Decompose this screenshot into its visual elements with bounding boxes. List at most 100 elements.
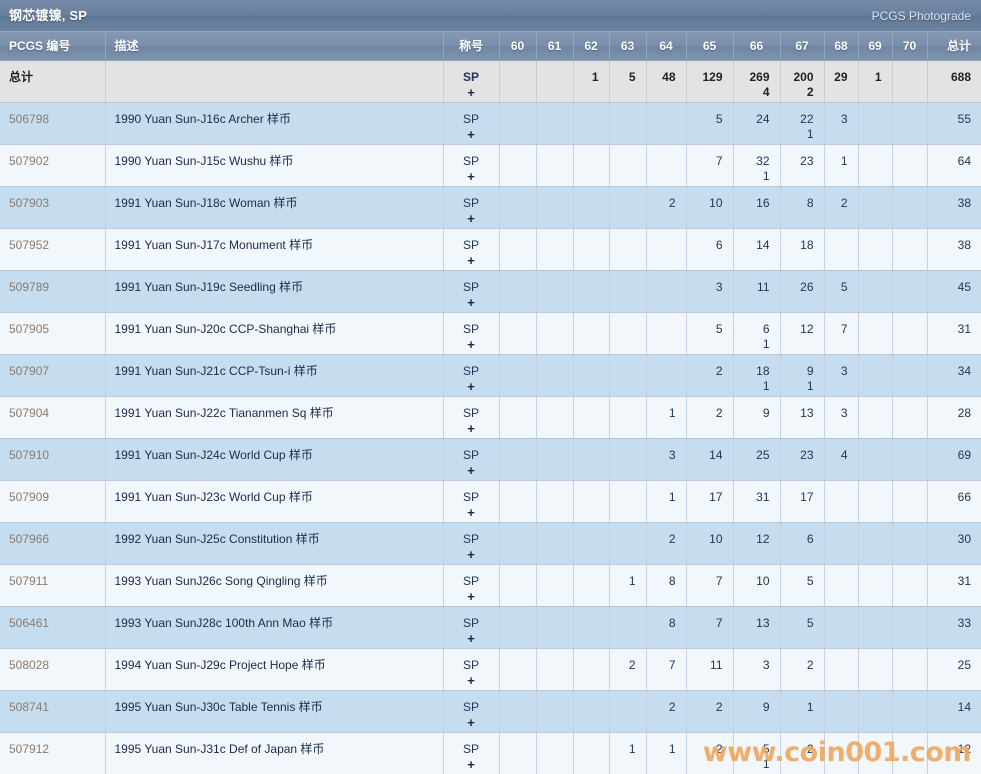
grade-g63-cell-plus-value <box>610 463 636 478</box>
grade-g70-cell <box>892 690 928 733</box>
pcgs-number-link[interactable]: 506798 <box>9 112 50 126</box>
pcgs-number-link[interactable]: 508028 <box>9 658 50 672</box>
pcgs-number-link[interactable]: 507911 <box>9 574 49 588</box>
grade-g67-cell-value: 23 <box>781 439 824 478</box>
table-row[interactable]: 507903 1991 Yuan Sun-J18c Woman 样币 SP + 2 1… <box>0 186 981 229</box>
row-total-cell: 31 <box>927 564 981 607</box>
grade-g65-cell-plus-value <box>687 337 723 352</box>
column-header-g69[interactable]: 69 <box>858 32 893 61</box>
description-text: 1991 Yuan Sun-J22c Tiananmen Sq 样币 <box>114 406 334 420</box>
table-row[interactable]: 507905 1991 Yuan Sun-J20c CCP-Shanghai 样币… <box>0 312 981 355</box>
pcgs-number-link[interactable]: 507966 <box>9 532 50 546</box>
grade-g62-cell-plus-value <box>574 169 599 184</box>
pcgs-number-link[interactable]: 507902 <box>9 154 50 168</box>
table-row[interactable]: 507911 1993 Yuan SunJ26c Song Qingling 样币… <box>0 564 981 607</box>
grade-g67-cell-plus-value <box>781 673 814 688</box>
designation-cell: SP + <box>443 396 500 439</box>
grade-g67-cell-plus-value <box>781 505 814 520</box>
column-header-g67[interactable]: 67 <box>780 32 825 61</box>
column-header-g66[interactable]: 66 <box>733 32 781 61</box>
grade-g63-cell <box>609 354 647 397</box>
grade-g61-cell-plus-value <box>537 589 563 604</box>
table-row[interactable]: 508741 1995 Yuan Sun-J30c Table Tennis 样币… <box>0 690 981 733</box>
row-total-cell-plus-value <box>928 589 972 604</box>
column-header-g62[interactable]: 62 <box>573 32 610 61</box>
designation-label: SP <box>462 742 479 756</box>
table-row[interactable]: 507966 1992 Yuan Sun-J25c Constitution 样币… <box>0 522 981 565</box>
table-row[interactable]: 509789 1991 Yuan Sun-J19c Seedling 样币 SP + … <box>0 270 981 313</box>
grade-g65-cell-value: 3 <box>687 271 733 310</box>
grade-g63-cell <box>609 480 647 523</box>
pcgs-number-link[interactable]: 506461 <box>9 616 50 630</box>
grade-g68-cell-plus-value <box>825 757 848 772</box>
grade-g69-cell-value <box>859 355 892 394</box>
pcgs-number-link[interactable]: 509789 <box>9 280 50 294</box>
pcgs-number-link[interactable]: 507912 <box>9 742 50 756</box>
grade-g70-cell <box>892 312 928 355</box>
pcgs-number-link[interactable]: 507905 <box>9 322 50 336</box>
totals-g68: 29 <box>824 60 859 103</box>
column-header-g68[interactable]: 68 <box>824 32 859 61</box>
grade-g65-cell: 17 <box>686 480 734 523</box>
pcgs-number-link[interactable]: 507910 <box>9 448 50 462</box>
row-total-cell: 55 <box>927 102 981 145</box>
column-header-g63[interactable]: 63 <box>609 32 647 61</box>
grade-g70-cell-value <box>893 649 927 688</box>
pcgs-number-cell: 507909 <box>0 480 106 523</box>
column-header-total[interactable]: 总计 <box>927 32 981 61</box>
grade-g67-cell: 13 <box>780 396 825 439</box>
designation-plus: + <box>467 253 475 268</box>
column-header-g70[interactable]: 70 <box>892 32 928 61</box>
grade-g68-cell-value: 5 <box>825 271 858 310</box>
pcgs-number-link[interactable]: 507907 <box>9 364 50 378</box>
column-header-g64[interactable]: 64 <box>646 32 687 61</box>
totals-g63: 5 <box>609 60 647 103</box>
pcgs-number-link[interactable]: 507909 <box>9 490 50 504</box>
grade-g64-cell-value: 1 <box>647 397 686 436</box>
grade-g64-cell-plus-value <box>647 295 676 310</box>
table-row[interactable]: 507952 1991 Yuan Sun-J17c Monument 样币 SP + … <box>0 228 981 271</box>
designation-label: SP <box>462 658 479 672</box>
table-row[interactable]: 507910 1991 Yuan Sun-J24c World Cup 样币 SP +… <box>0 438 981 481</box>
grade-g66-cell: 24 <box>733 102 781 145</box>
row-total-cell-plus-value <box>928 379 972 394</box>
grade-g67-cell-value: 23 <box>781 145 824 184</box>
table-row[interactable]: 507907 1991 Yuan Sun-J21c CCP-Tsun-i 样币 SP… <box>0 354 981 397</box>
table-row[interactable]: 507909 1991 Yuan Sun-J23c World Cup 样币 SP +… <box>0 480 981 523</box>
grade-g69-cell-plus-value <box>859 253 882 268</box>
grade-g60-cell-plus-value <box>500 673 526 688</box>
grade-g65-cell: 11 <box>686 648 734 691</box>
grade-g67-cell-plus-value <box>781 589 814 604</box>
grade-g65-cell-value: 6 <box>687 229 733 268</box>
grade-g62-cell-value <box>574 733 609 772</box>
column-header-g65[interactable]: 65 <box>686 32 734 61</box>
column-header-g60[interactable]: 60 <box>499 32 537 61</box>
table-row[interactable]: 508028 1994 Yuan Sun-J29c Project Hope 样币… <box>0 648 981 691</box>
table-row[interactable]: 507912 1995 Yuan Sun-J31c Def of Japan 样币… <box>0 732 981 774</box>
grade-g61-cell-value <box>537 397 573 436</box>
grade-g66-cell-plus-value: 1 <box>762 757 770 771</box>
grade-g63-cell-value <box>610 355 646 394</box>
grade-g67-cell-plus-value: 1 <box>806 379 814 393</box>
pcgs-number-link[interactable]: 507952 <box>9 238 50 252</box>
pcgs-number-link[interactable]: 507903 <box>9 196 50 210</box>
grade-g65-cell-value: 5 <box>687 103 733 142</box>
table-row[interactable]: 507902 1990 Yuan Sun-J15c Wushu 样币 SP + 7 3… <box>0 144 981 187</box>
table-row[interactable]: 506798 1990 Yuan Sun-J16c Archer 样币 SP + 5 … <box>0 102 981 145</box>
grade-g67-cell: 5 <box>780 564 825 607</box>
grade-g68-cell-plus-value <box>825 379 848 394</box>
grade-g62-cell <box>573 690 610 733</box>
grade-g63-cell-plus-value <box>610 169 636 184</box>
pcgs-number-link[interactable]: 507904 <box>9 406 50 420</box>
grade-g67-cell: 12 <box>780 312 825 355</box>
table-row[interactable]: 507904 1991 Yuan Sun-J22c Tiananmen Sq 样币… <box>0 396 981 439</box>
column-header-desc[interactable]: 描述 <box>105 32 444 61</box>
column-header-pcgs_no[interactable]: PCGS 编号 <box>0 32 106 61</box>
column-header-title[interactable]: 称号 <box>443 32 500 61</box>
table-row[interactable]: 506461 1993 Yuan SunJ28c 100th Ann Mao 样币… <box>0 606 981 649</box>
grade-g69-cell-plus-value <box>859 211 882 226</box>
column-header-g61[interactable]: 61 <box>536 32 574 61</box>
grade-g70-cell-value <box>893 691 927 730</box>
pcgs-number-link[interactable]: 508741 <box>9 700 50 714</box>
